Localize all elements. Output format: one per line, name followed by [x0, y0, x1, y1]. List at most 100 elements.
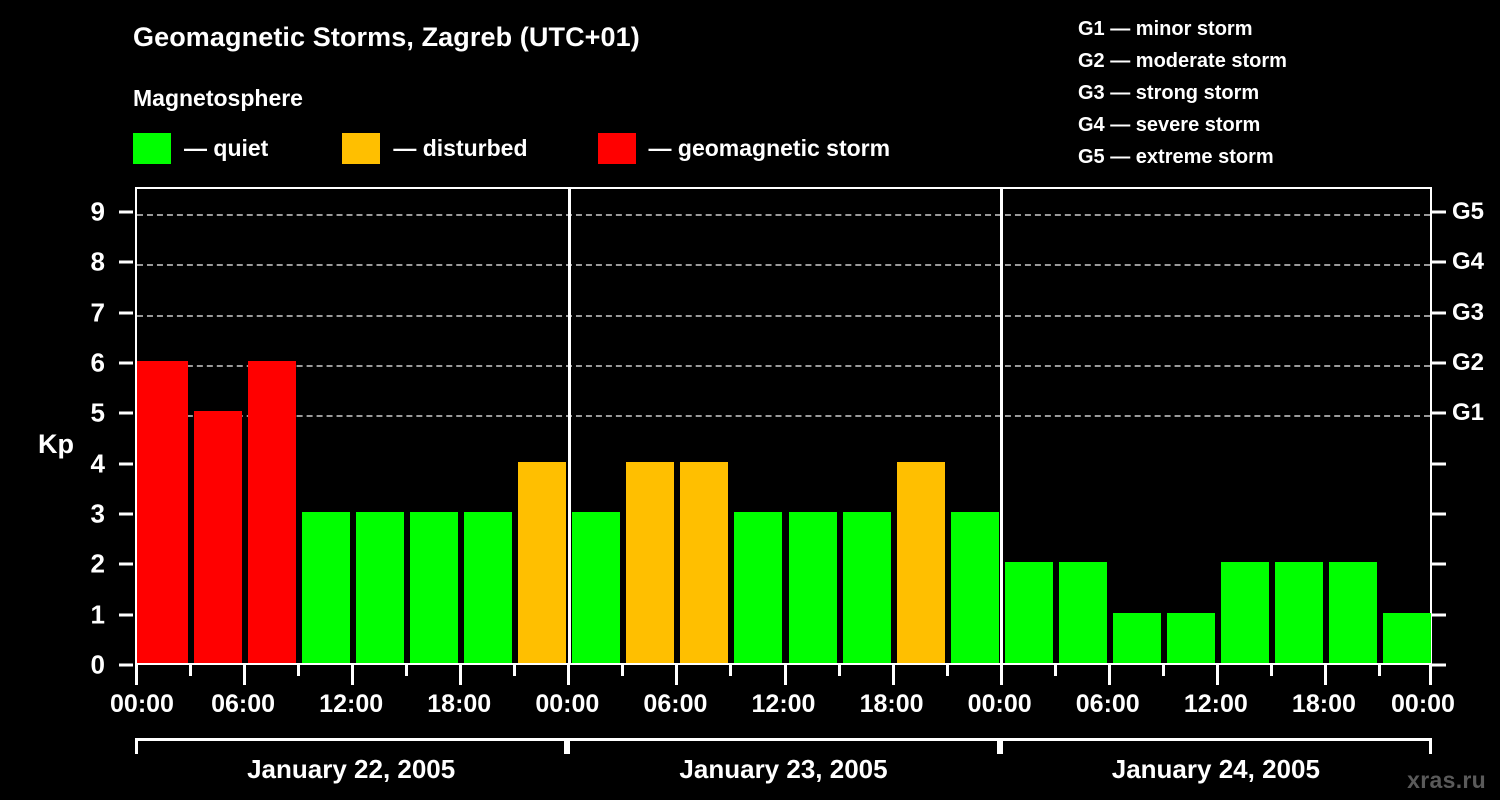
x-tick-minor: [297, 665, 301, 676]
bracket-rule: [138, 738, 565, 741]
bracket-rule: [1002, 738, 1429, 741]
gridline-g2: [137, 365, 1430, 368]
g-legend-row: G4 — severe storm: [1078, 114, 1261, 136]
x-tick-minor: [837, 665, 841, 676]
g-tick-label-g4: G4: [1452, 248, 1485, 276]
x-tick-label: 12:00: [319, 690, 384, 718]
x-tick-major: [1323, 665, 1327, 685]
bar: [842, 512, 891, 663]
y-tick-mark: [119, 663, 133, 667]
y-tick-mark: [119, 411, 133, 415]
day-labels: January 22, 2005 January 23, 2005 January …: [135, 754, 1432, 790]
y-tick-label: 1: [90, 599, 105, 630]
x-tick-label: 18:00: [427, 690, 492, 718]
day-label: January 24, 2005: [1111, 754, 1320, 784]
x-tick-major: [783, 665, 787, 685]
y-tick-label: 4: [90, 448, 105, 479]
g-tick-label-g5: G5: [1452, 198, 1485, 226]
y-axis-title: Kp: [38, 429, 74, 459]
legend-item: — geomagnetic storm: [597, 133, 890, 164]
x-tick-minor: [945, 665, 949, 676]
day-separator: [1000, 189, 1004, 663]
bar: [410, 512, 459, 663]
g-tick-mark: [1432, 210, 1446, 214]
y-tick-mark: [119, 462, 133, 466]
bar: [1382, 612, 1431, 663]
y-tick-label: 0: [90, 649, 105, 680]
g-tick-mark: [1432, 562, 1446, 566]
x-tick-major: [1215, 665, 1219, 685]
y-tick-mark: [119, 210, 133, 214]
x-axis-labels: 00:00 06:00 12:00 18:00 00:00 06:00 12:00 18:00…: [0, 690, 1500, 724]
x-tick-major: [459, 665, 463, 685]
page-title: Geomagnetic Storms, Zagreb (UTC+01): [133, 22, 640, 52]
y-tick-mark: [119, 311, 133, 315]
bar: [464, 512, 513, 663]
bar: [194, 411, 243, 663]
gridline-g1: [137, 415, 1430, 418]
g-tick-mark: [1432, 613, 1446, 617]
x-tick-major: [243, 665, 247, 685]
bar: [1274, 562, 1323, 663]
g-legend-row: G3 — strong storm: [1078, 82, 1260, 104]
x-tick-label: 00:00: [967, 690, 1032, 718]
bar: [356, 512, 405, 663]
g-scale-legend: G1 — minor storm G2 — moderate storm G3 — …: [1078, 13, 1287, 173]
x-tick-label: 00:00: [110, 690, 174, 718]
bar: [788, 512, 837, 663]
gridline-g3: [137, 314, 1430, 317]
g-tick-label-g3: G3: [1452, 298, 1485, 326]
x-tick-label: 06:00: [643, 690, 708, 718]
g-tick-mark: [1432, 311, 1446, 315]
y-tick-label: 7: [90, 297, 105, 328]
day-separator: [567, 189, 571, 663]
y-tick-label: 3: [90, 498, 105, 529]
g-tick-mark: [1432, 260, 1446, 264]
bar: [572, 512, 621, 663]
bar: [1112, 612, 1161, 663]
legend-item: — quiet: [133, 133, 268, 164]
y-tick-label: 2: [90, 548, 105, 579]
bar: [1004, 562, 1053, 663]
bar: [1058, 562, 1107, 663]
watermark: xras.ru: [1407, 767, 1486, 793]
g-legend-row: G1 — minor storm: [1078, 18, 1253, 40]
x-tick-major: [891, 665, 895, 685]
day-bracket: [999, 738, 1432, 754]
legend-label: — quiet: [184, 135, 269, 161]
g-tick-mark: [1432, 361, 1446, 365]
x-tick-major: [567, 665, 571, 685]
x-tick-minor: [729, 665, 733, 676]
legend-label: — disturbed: [393, 135, 528, 161]
g-tick-mark: [1432, 663, 1446, 667]
x-tick-minor: [1377, 665, 1381, 676]
y-tick-label: 6: [90, 347, 105, 378]
storm-swatch: [597, 133, 636, 164]
g-tick-mark: [1432, 462, 1446, 466]
disturbed-swatch: [342, 133, 381, 164]
color-legend: — quiet — disturbed — geomagnetic storm: [133, 133, 890, 164]
subtitle-magnetosphere: Magnetosphere: [133, 85, 303, 111]
x-tick-label: 06:00: [1075, 690, 1140, 718]
day-label: January 22, 2005: [247, 754, 456, 784]
g-tick-mark: [1432, 512, 1446, 516]
x-tick-minor: [1161, 665, 1165, 676]
bar: [1166, 612, 1215, 663]
bar: [626, 461, 675, 663]
y-tick-mark: [119, 361, 133, 365]
bar: [1328, 562, 1377, 663]
x-tick-label: 00:00: [1391, 690, 1455, 718]
bar: [950, 512, 999, 663]
y-tick-label: 9: [90, 196, 105, 227]
bar: [680, 461, 729, 663]
y-tick-mark: [119, 562, 133, 566]
bar: [1220, 562, 1269, 663]
g-legend-row: G2 — moderate storm: [1078, 50, 1287, 72]
y-axis-kp: 0 1 2 3 4 5 6 7 8 9: [0, 187, 135, 680]
y-tick-label: 8: [90, 246, 105, 277]
x-tick-major: [675, 665, 679, 685]
bar: [518, 461, 567, 663]
x-tick-minor: [1053, 665, 1057, 676]
quiet-swatch: [133, 133, 171, 164]
x-tick-major: [999, 665, 1003, 685]
